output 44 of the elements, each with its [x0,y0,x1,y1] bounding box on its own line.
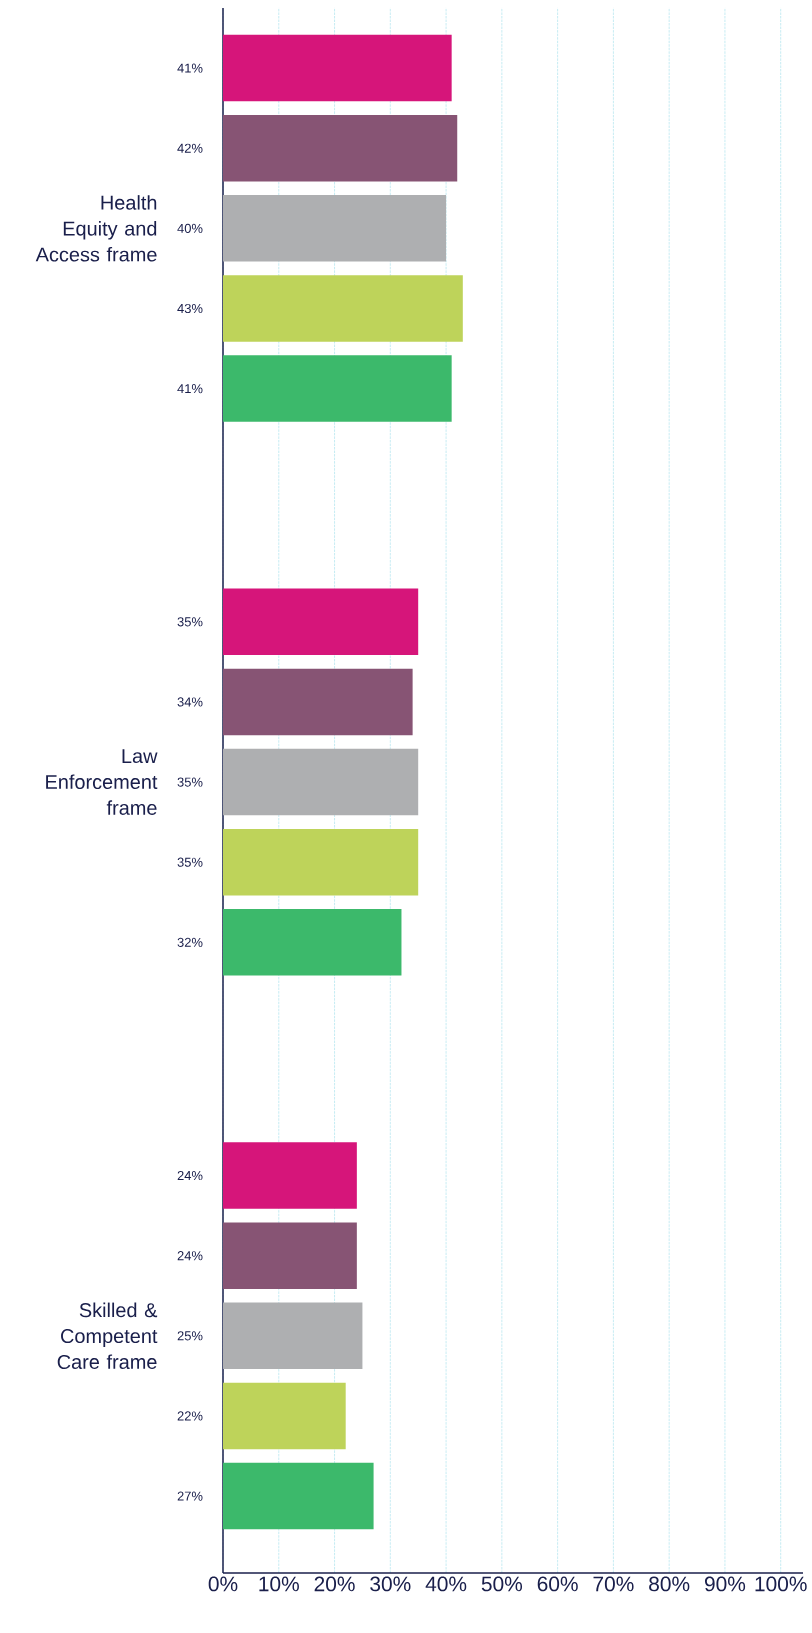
data-label: 22% [177,1411,203,1421]
bar [223,275,463,342]
x-tick-label: 80% [649,1576,690,1592]
bar [223,1222,357,1289]
bar [223,828,419,896]
data-label: 34% [177,697,203,707]
bar [223,588,419,656]
y-tick-label: Health Equity and Access frame [35,195,157,262]
data-label: 32% [177,937,203,947]
data-label: 24% [177,1170,203,1181]
x-tick-label: 0% [208,1576,238,1592]
data-label: 41% [177,384,203,394]
bar [223,909,402,976]
data-label: 35% [177,857,203,867]
data-label: 40% [177,223,203,233]
bar [223,1462,374,1530]
data-label: 27% [177,1491,203,1501]
bar [223,34,452,102]
bar [223,1302,363,1370]
x-tick-label: 90% [704,1576,746,1592]
x-tick-label: 60% [537,1576,578,1592]
data-label: 43% [177,303,203,314]
x-tick-label: 100% [755,1576,807,1592]
bar [223,748,419,816]
data-label: 41% [177,63,203,73]
y-tick-label: Law Enforcement frame [46,749,158,815]
x-tick-label: 50% [481,1576,523,1592]
data-label: 25% [177,1331,203,1341]
x-tick-label: 70% [593,1576,634,1592]
data-label: 35% [177,777,203,787]
data-label: 42% [177,143,203,153]
x-tick-label: 30% [370,1576,411,1592]
x-tick-label: 10% [259,1576,299,1592]
bar [223,195,447,262]
bar [223,114,458,182]
bar [223,355,452,422]
bar [223,668,413,736]
data-label: 24% [177,1251,203,1261]
bar [223,1382,346,1450]
y-tick-label: Skilled & Competent Care frame [57,1302,158,1370]
data-label: 35% [177,617,203,627]
x-tick-label: 40% [425,1576,467,1592]
bar [223,1142,357,1209]
x-tick-label: 20% [314,1576,355,1592]
